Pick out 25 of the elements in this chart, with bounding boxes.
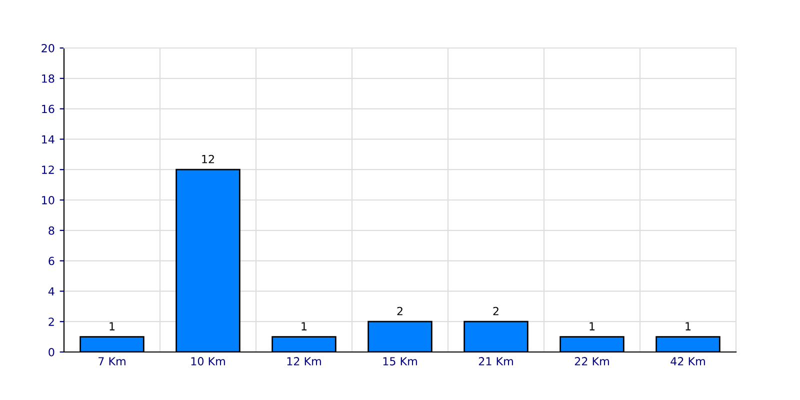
y-tick-label: 12 [42, 166, 54, 174]
y-tick-label: 18 [42, 74, 54, 83]
data-label: 1 [110, 322, 115, 330]
x-tick-label: 22 Km [574, 357, 609, 366]
y-tick-label: 4 [48, 287, 54, 296]
x-tick-label: 10 Km [191, 357, 225, 366]
x-tick-label: 42 Km [670, 357, 705, 366]
y-tick-label: 10 [42, 196, 54, 204]
y-tick-label: 8 [48, 226, 54, 235]
y-tick-label: 20 [42, 44, 54, 52]
x-tick-label: 7 Km [98, 357, 126, 366]
y-tick-label: 6 [48, 256, 54, 266]
x-tick-label: 12 Km [287, 357, 321, 366]
x-tick-label: 15 Km [383, 357, 417, 366]
y-tick-label: 0 [48, 348, 54, 356]
y-tick-label: 14 [42, 135, 54, 144]
data-label: 12 [202, 154, 214, 164]
data-label: 2 [493, 306, 498, 316]
data-label: 1 [302, 322, 307, 330]
y-tick-label: 16 [42, 104, 54, 114]
y-tick-label: 2 [48, 318, 54, 326]
x-tick-label: 21 Km [478, 357, 513, 366]
data-label: 1 [686, 322, 691, 330]
data-label: 1 [590, 322, 595, 330]
data-label: 2 [397, 306, 402, 316]
